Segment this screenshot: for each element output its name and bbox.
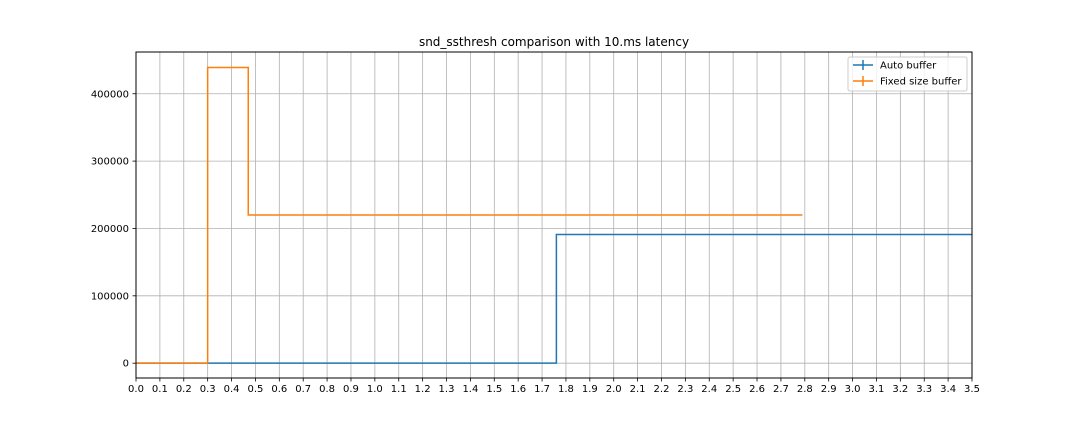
x-tick-label: 1.5: [486, 384, 502, 395]
x-tick-label: 0.7: [295, 384, 311, 395]
x-tick-label: 1.2: [415, 384, 431, 395]
x-tick-label: 3.3: [916, 384, 932, 395]
x-tick-label: 1.3: [439, 384, 455, 395]
legend-entry: Auto buffer: [853, 60, 937, 72]
legend-entry: Fixed size buffer: [853, 76, 962, 88]
y-tick-label: 0: [123, 359, 129, 370]
x-tick-label: 1.0: [367, 384, 383, 395]
x-tick-label: 2.3: [677, 384, 693, 395]
series-line-fixed-size-buffer: [136, 66, 803, 364]
x-tick-label: 2.8: [797, 384, 813, 395]
x-tick-label: 0.1: [152, 384, 168, 395]
legend-frame: [847, 56, 968, 92]
x-tick-label: 0.4: [224, 384, 240, 395]
x-tick-label: 1.8: [558, 384, 574, 395]
x-tick-label: 2.9: [821, 384, 837, 395]
x-tick-label: 2.7: [773, 384, 789, 395]
series-line-auto-buffer: [136, 233, 972, 364]
y-tick-label: 400000: [91, 89, 129, 100]
x-tick-label: 2.2: [654, 384, 670, 395]
x-tick-label: 1.6: [510, 384, 526, 395]
x-tick-label: 2.6: [749, 384, 765, 395]
axis-ticks: 0.0 0.1 0.2 0.3 0.4 0.5 0.6 0.7 0.8 0.9 1.0 1.1 1.2 1…: [91, 89, 980, 395]
x-tick-label: 0.3: [200, 384, 216, 395]
x-tick-label: 1.4: [462, 384, 478, 395]
x-tick-label: 0.8: [319, 384, 335, 395]
x-tick-label: 2.1: [630, 384, 646, 395]
chart-title: snd_ssthresh comparison with 10.ms laten…: [419, 35, 689, 49]
x-tick-label: 3.5: [964, 384, 980, 395]
x-tick-label: 0.6: [271, 384, 287, 395]
y-tick-label: 300000: [91, 157, 129, 168]
legend-items: Auto buffer Fixed size buffer: [853, 60, 962, 88]
legend-label: Auto buffer: [880, 61, 937, 72]
y-tick-label: 100000: [91, 291, 129, 302]
legend: Auto buffer Fixed size buffer: [847, 56, 968, 92]
x-tick-label: 0.9: [343, 384, 359, 395]
x-tick-label: 1.1: [391, 384, 407, 395]
x-tick-label: 0.0: [128, 384, 144, 395]
legend-label: Fixed size buffer: [880, 77, 962, 88]
x-tick-label: 1.9: [582, 384, 598, 395]
x-tick-label: 2.5: [725, 384, 741, 395]
x-tick-label: 3.0: [845, 384, 861, 395]
x-tick-label: 2.4: [701, 384, 717, 395]
x-tick-label: 2.0: [606, 384, 622, 395]
x-tick-label: 0.2: [176, 384, 192, 395]
plot-frame: [135, 51, 973, 379]
x-tick-label: 0.5: [247, 384, 263, 395]
x-tick-label: 3.2: [892, 384, 908, 395]
x-tick-label: 3.1: [869, 384, 885, 395]
x-tick-label: 3.4: [940, 384, 956, 395]
y-tick-label: 200000: [91, 224, 129, 235]
x-tick-label: 1.7: [534, 384, 550, 395]
series-layer: [136, 66, 972, 364]
